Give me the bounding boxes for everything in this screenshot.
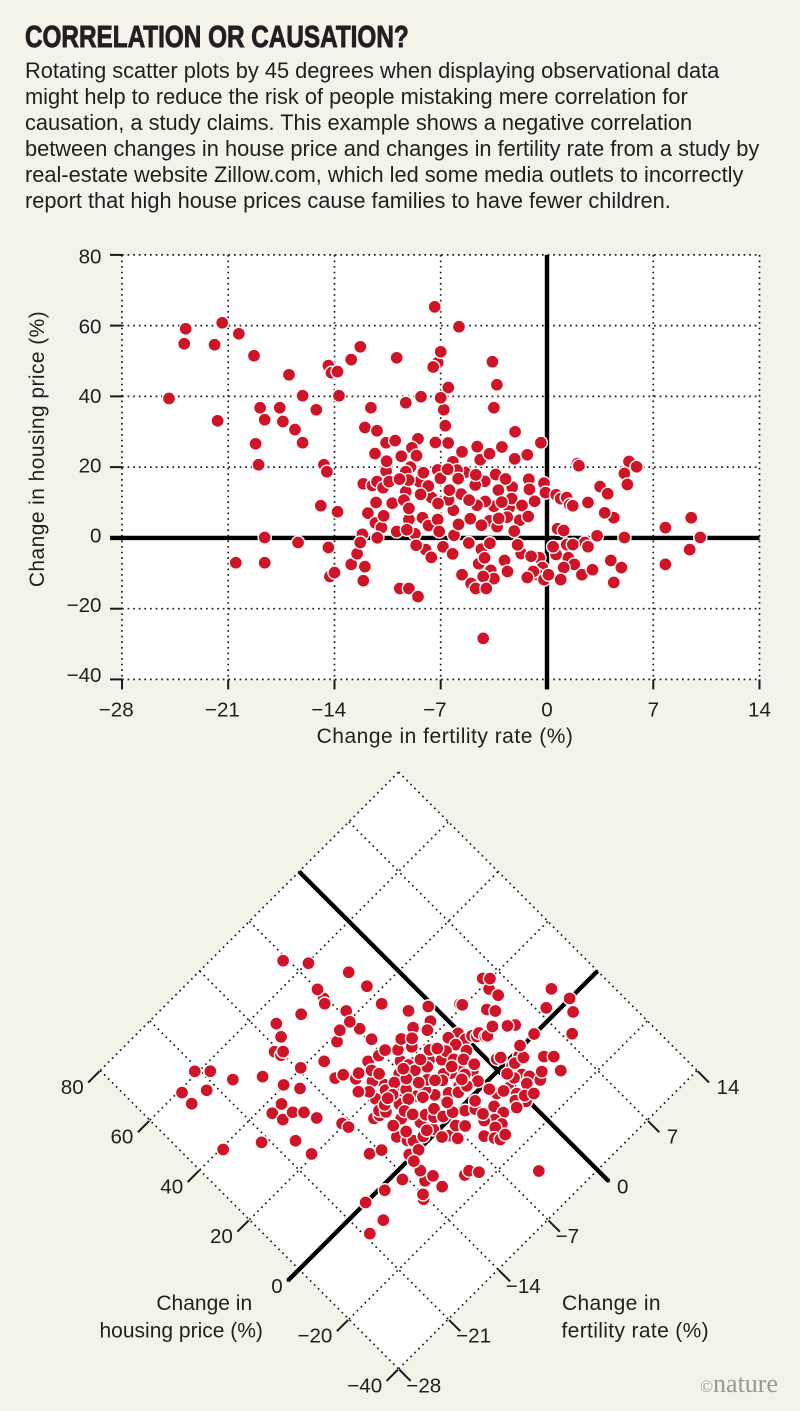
svg-text:0: 0 (541, 698, 552, 721)
svg-text:60: 60 (110, 1126, 133, 1149)
svg-text:−21: −21 (205, 698, 240, 721)
svg-text:fertility rate (%): fertility rate (%) (562, 1320, 710, 1343)
svg-text:−28: −28 (99, 698, 134, 721)
svg-text:40: 40 (79, 385, 102, 408)
svg-text:Change in: Change in (562, 1292, 661, 1315)
svg-text:−14: −14 (506, 1275, 541, 1298)
svg-text:14: 14 (748, 698, 771, 721)
svg-text:20: 20 (210, 1225, 233, 1248)
svg-text:−20: −20 (297, 1325, 332, 1348)
svg-text:40: 40 (160, 1175, 183, 1198)
svg-text:−40: −40 (67, 664, 102, 687)
svg-text:Change in fertility rate (%): Change in fertility rate (%) (317, 725, 574, 748)
svg-text:7: 7 (667, 1126, 678, 1149)
svg-text:Change in: Change in (156, 1292, 252, 1315)
svg-text:0: 0 (617, 1175, 628, 1198)
svg-text:−7: −7 (556, 1225, 579, 1248)
svg-text:80: 80 (79, 246, 102, 269)
svg-text:14: 14 (717, 1076, 740, 1099)
svg-text:housing price (%): housing price (%) (100, 1320, 263, 1343)
svg-text:−7: −7 (423, 698, 446, 721)
svg-text:20: 20 (79, 455, 102, 478)
svg-text:0: 0 (90, 524, 101, 547)
svg-text:©nature: ©nature (700, 1369, 778, 1398)
svg-text:Change in housing price (%): Change in housing price (%) (26, 311, 49, 587)
svg-text:−21: −21 (456, 1325, 491, 1348)
svg-text:0: 0 (271, 1275, 282, 1298)
svg-text:−28: −28 (406, 1374, 441, 1397)
svg-text:60: 60 (79, 315, 102, 338)
svg-text:−20: −20 (67, 594, 102, 617)
svg-text:−14: −14 (311, 698, 346, 721)
svg-text:80: 80 (61, 1076, 84, 1099)
svg-text:7: 7 (648, 698, 659, 721)
svg-text:−40: −40 (347, 1374, 382, 1397)
